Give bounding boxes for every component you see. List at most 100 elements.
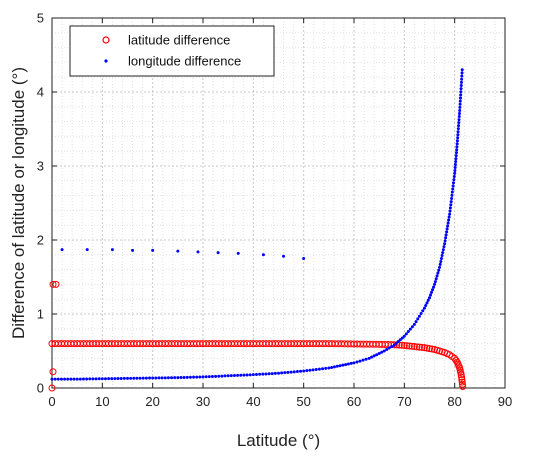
- longitude-difference-point: [248, 373, 252, 377]
- longitude-difference-point: [358, 359, 362, 363]
- longitude-difference-point: [449, 200, 453, 204]
- longitude-difference-point: [261, 253, 265, 257]
- longitude-difference-point: [421, 309, 425, 313]
- legend-label-latitude-difference: latitude difference: [128, 33, 230, 48]
- longitude-difference-point: [439, 257, 443, 260]
- longitude-difference-point: [450, 193, 454, 197]
- longitude-difference-point: [377, 351, 381, 355]
- longitude-difference-point: [432, 285, 436, 289]
- longitude-difference-point: [113, 377, 117, 381]
- plot-frame: [51, 17, 506, 389]
- longitude-difference-point: [210, 374, 214, 378]
- longitude-difference-point: [299, 369, 303, 373]
- longitude-difference-point: [396, 340, 400, 344]
- longitude-difference-point: [273, 371, 277, 375]
- longitude-difference-point: [188, 375, 192, 379]
- longitude-difference-point: [460, 68, 464, 72]
- x-tick-label: 10: [95, 394, 109, 409]
- longitude-difference-point: [122, 376, 126, 380]
- latitude-difference-point: [410, 343, 418, 351]
- longitude-difference-point: [151, 376, 155, 380]
- longitude-difference-point: [295, 370, 299, 374]
- legend-box: [69, 25, 275, 77]
- longitude-difference-point: [355, 360, 359, 364]
- latitude-difference-point: [400, 341, 408, 349]
- longitude-difference-point: [450, 190, 454, 194]
- legend-marker-longitude-difference: [104, 59, 108, 63]
- longitude-difference-point: [50, 377, 54, 381]
- longitude-difference-point: [453, 168, 457, 172]
- longitude-difference-point: [457, 124, 461, 128]
- longitude-difference-point: [444, 236, 448, 240]
- longitude-difference-point: [173, 376, 177, 380]
- longitude-difference-point: [452, 181, 456, 185]
- x-tick-label: 60: [347, 394, 361, 409]
- longitude-difference-point: [429, 293, 433, 297]
- longitude-difference-point: [434, 277, 438, 281]
- x-tick-label: 80: [447, 394, 461, 409]
- longitude-difference-point: [85, 377, 89, 381]
- longitude-difference-point: [179, 376, 183, 380]
- longitude-difference-point: [141, 376, 145, 380]
- longitude-difference-point: [438, 262, 442, 266]
- longitude-difference-point: [327, 366, 331, 370]
- longitude-difference-point: [242, 373, 246, 377]
- longitude-difference-point: [305, 369, 309, 373]
- longitude-difference-point: [460, 77, 464, 81]
- longitude-difference-point: [91, 377, 95, 381]
- longitude-difference-point: [456, 130, 460, 134]
- latitude-difference-point: [458, 380, 466, 388]
- y-tick-label: 1: [37, 307, 44, 322]
- longitude-difference-point: [217, 374, 221, 378]
- longitude-difference-point: [72, 377, 76, 381]
- longitude-difference-point: [361, 358, 365, 362]
- longitude-difference-point: [85, 248, 89, 252]
- longitude-difference-point: [103, 377, 107, 381]
- longitude-difference-point: [458, 105, 462, 109]
- longitude-difference-point: [457, 121, 461, 125]
- longitude-difference-point: [163, 376, 167, 380]
- longitude-difference-point: [207, 375, 211, 379]
- longitude-difference-point: [460, 71, 464, 75]
- longitude-difference-point: [457, 115, 461, 119]
- latitude-difference-point: [49, 280, 57, 288]
- longitude-difference-point: [160, 376, 164, 380]
- longitude-difference-point: [449, 203, 453, 207]
- latitude-difference-point: [413, 343, 421, 351]
- longitude-difference-point: [332, 365, 336, 369]
- longitude-difference-point: [97, 377, 101, 381]
- longitude-difference-point: [433, 282, 437, 286]
- x-tick-label: 50: [296, 394, 310, 409]
- longitude-difference-point: [75, 377, 79, 381]
- longitude-difference-point: [459, 87, 463, 91]
- latitude-difference-point: [418, 343, 426, 351]
- longitude-difference-point: [154, 376, 158, 380]
- longitude-difference-point: [176, 376, 180, 380]
- longitude-difference-point: [60, 248, 64, 252]
- longitude-difference-point: [220, 374, 224, 378]
- longitude-difference-point: [428, 296, 431, 300]
- y-tick-label: 5: [37, 11, 44, 26]
- longitude-difference-point: [454, 157, 458, 161]
- longitude-difference-point: [387, 346, 391, 350]
- latitude-difference-point: [420, 344, 428, 352]
- latitude-difference-point: [428, 345, 436, 353]
- longitude-difference-point: [324, 366, 328, 370]
- longitude-difference-point: [410, 325, 414, 329]
- longitude-difference-point: [454, 154, 458, 158]
- longitude-difference-point: [453, 163, 457, 167]
- longitude-difference-point: [445, 227, 449, 231]
- longitude-difference-point: [454, 151, 458, 155]
- x-tick-label: 90: [498, 394, 512, 409]
- longitude-difference-point: [452, 175, 456, 179]
- longitude-difference-point: [282, 254, 286, 258]
- longitude-difference-point: [264, 372, 268, 376]
- longitude-difference-point: [460, 74, 464, 78]
- longitude-difference-point: [457, 118, 461, 122]
- longitude-difference-point: [280, 371, 284, 375]
- longitude-difference-point: [375, 353, 379, 357]
- x-tick-label: 40: [246, 394, 260, 409]
- longitude-difference-point: [459, 90, 463, 94]
- longitude-difference-point: [144, 376, 148, 380]
